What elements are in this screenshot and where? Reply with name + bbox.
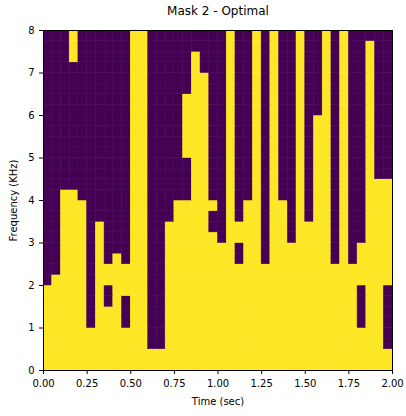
svg-text:1.00: 1.00 xyxy=(207,378,229,389)
svg-text:8: 8 xyxy=(28,25,34,36)
svg-text:7: 7 xyxy=(28,67,34,78)
html-text:Mask 2 - Optimal: Mask 2 - Optimal xyxy=(167,4,269,18)
svg-text:0.00: 0.00 xyxy=(32,378,54,389)
svg-text:1.50: 1.50 xyxy=(294,378,316,389)
svg-text:2: 2 xyxy=(28,280,34,291)
svg-text:2.00: 2.00 xyxy=(381,378,403,389)
svg-text:Frequency (KHz): Frequency (KHz) xyxy=(8,159,19,241)
svg-text:1: 1 xyxy=(28,322,34,333)
svg-text:0: 0 xyxy=(28,365,34,376)
svg-text:1.75: 1.75 xyxy=(338,378,360,389)
svg-text:1.25: 1.25 xyxy=(250,378,272,389)
svg-text:0.25: 0.25 xyxy=(76,378,98,389)
svg-text:5: 5 xyxy=(28,152,34,163)
svg-text:Time (sec): Time (sec) xyxy=(191,396,244,407)
svg-text:3: 3 xyxy=(28,237,34,248)
svg-text:6: 6 xyxy=(28,110,34,121)
svg-text:0.75: 0.75 xyxy=(163,378,185,389)
svg-text:0.50: 0.50 xyxy=(120,378,142,389)
svg-text:4: 4 xyxy=(28,195,34,206)
